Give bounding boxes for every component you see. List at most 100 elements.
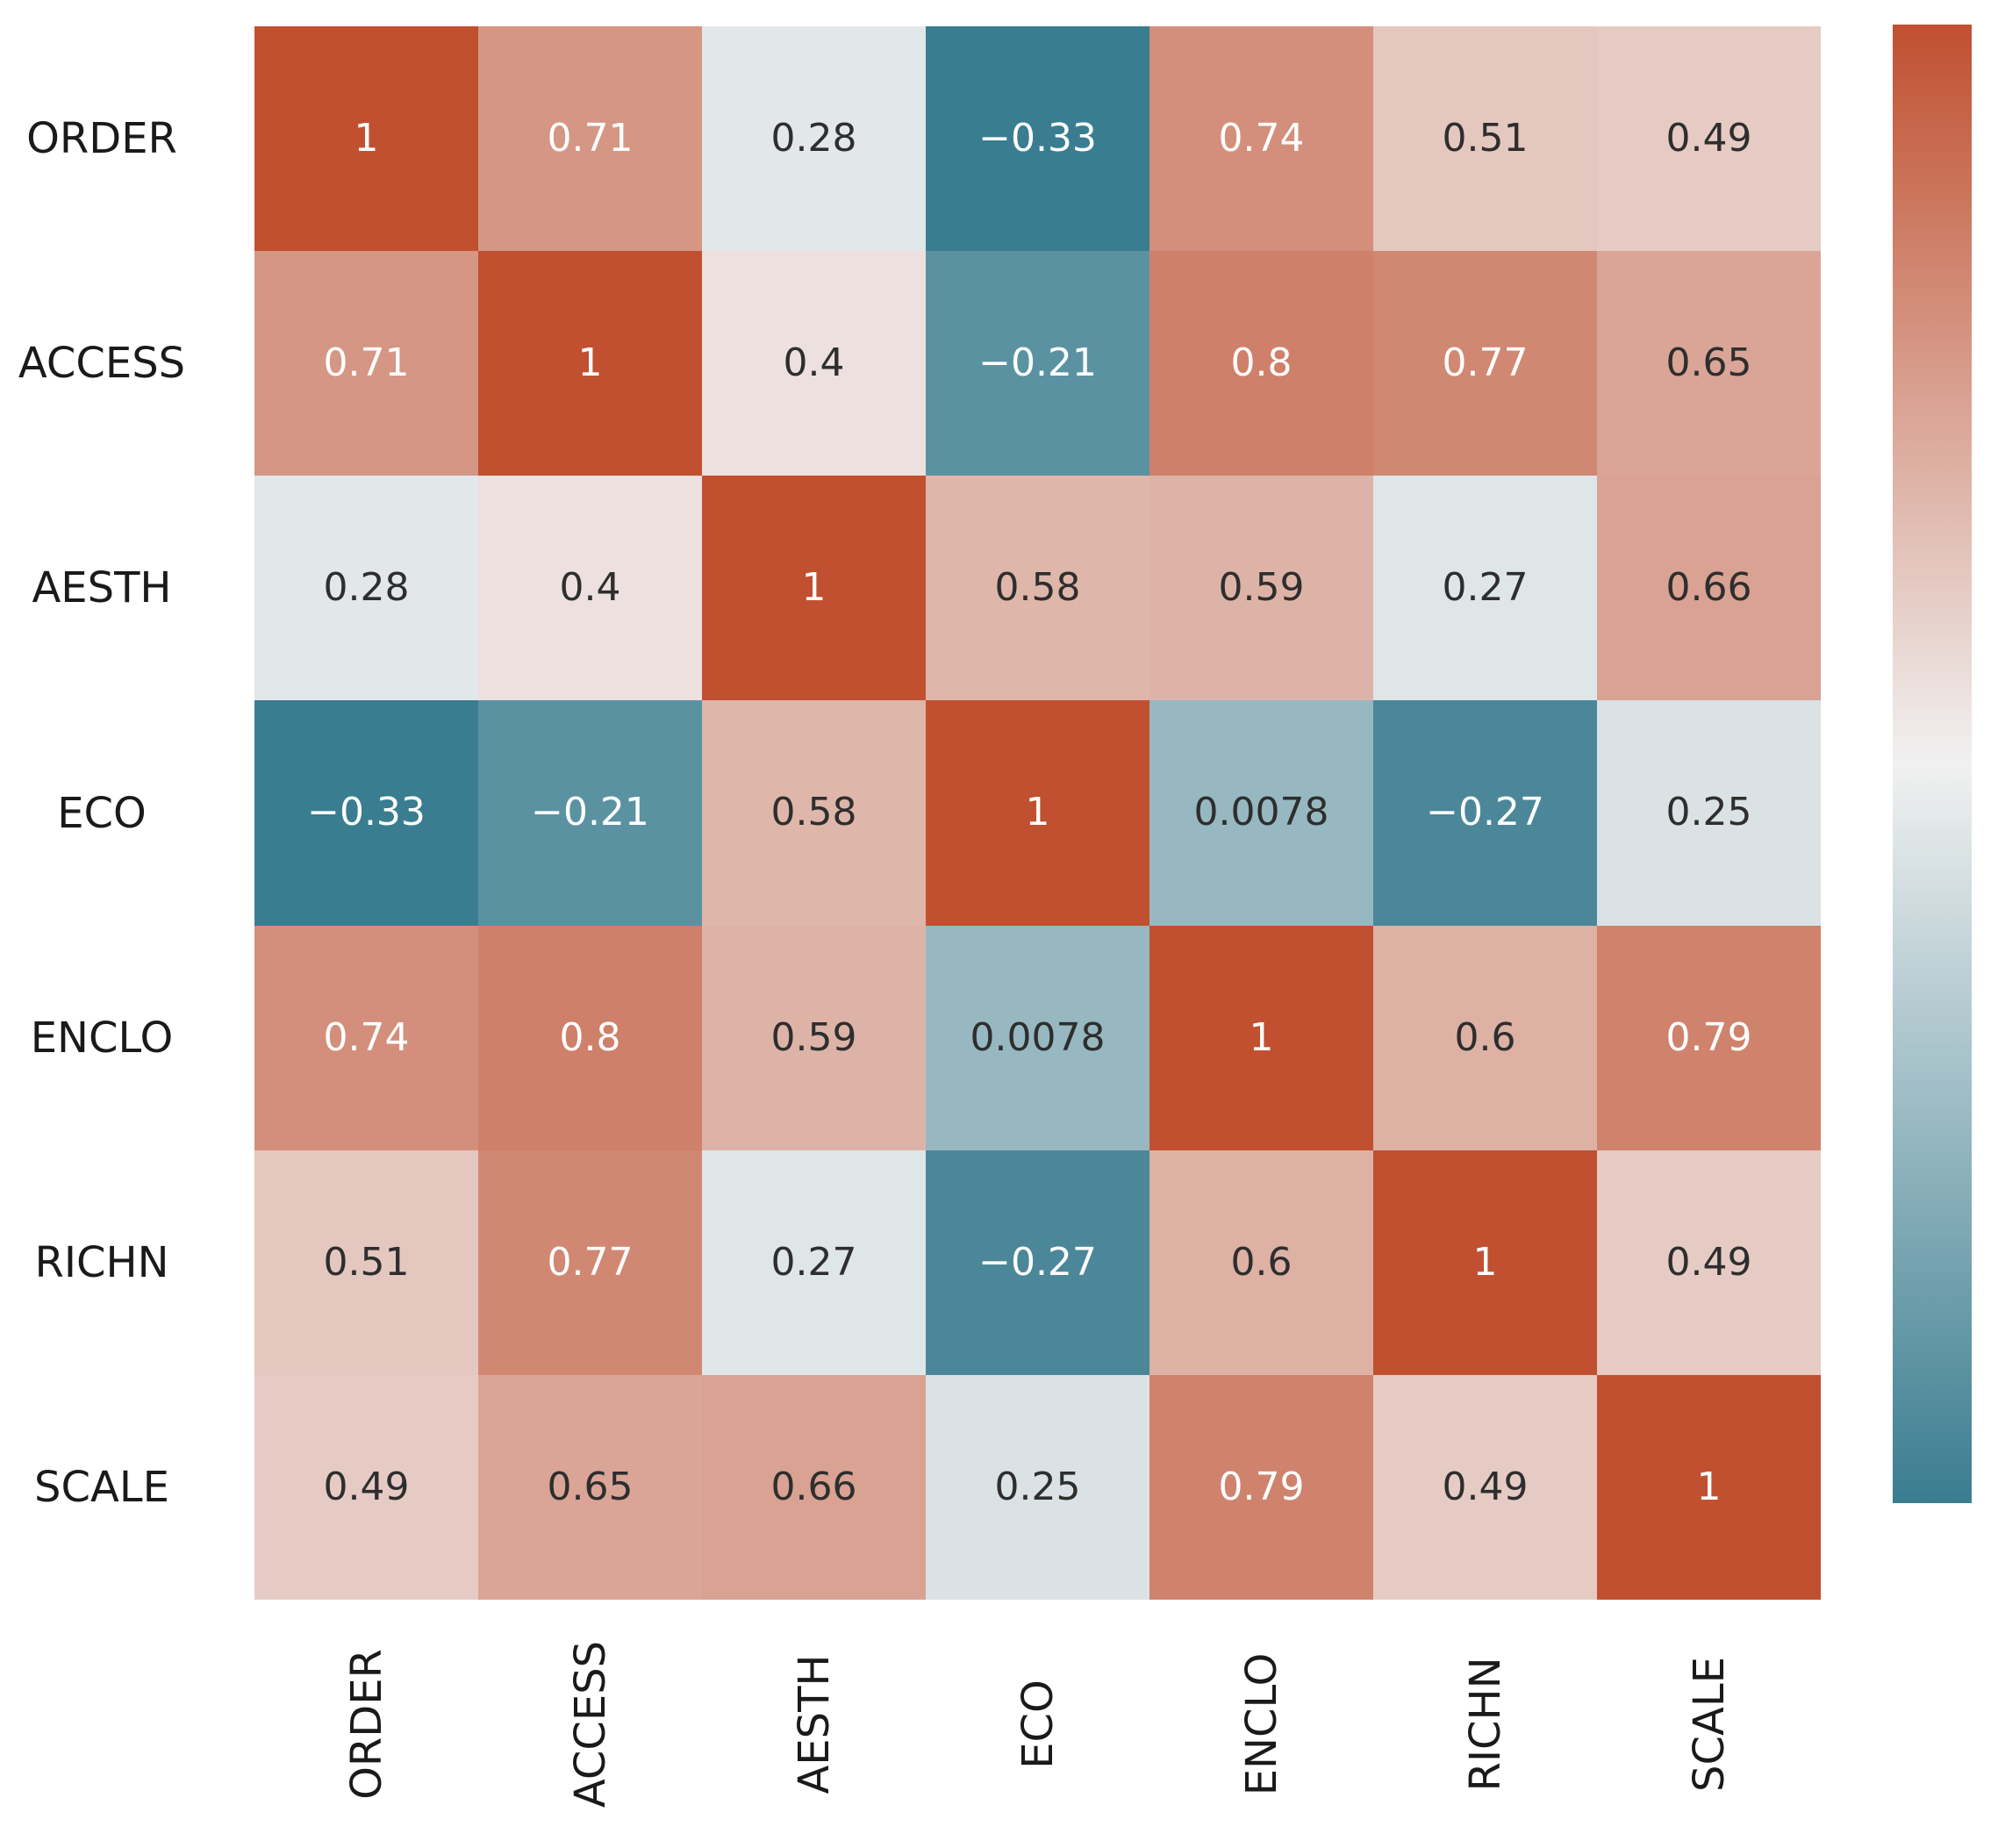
- x-tick-label: ENCLO: [1236, 1652, 1286, 1796]
- colorbar: [1893, 25, 1972, 1503]
- cell-value: 0.51: [323, 1239, 410, 1285]
- cell-value: 0.27: [1442, 565, 1529, 611]
- cell-value: 0.6: [1230, 1239, 1293, 1285]
- heatmap-cell: −0.21: [926, 251, 1149, 476]
- x-tick-label: SCALE: [1684, 1657, 1734, 1792]
- cell-value: −0.27: [1426, 790, 1544, 835]
- heatmap-cell: 0.79: [1597, 925, 1821, 1150]
- heatmap-cell: 0.66: [702, 1374, 926, 1600]
- heatmap-cell: 1: [1149, 925, 1373, 1150]
- cell-value: −0.27: [978, 1239, 1097, 1285]
- heatmap-cell: 0.66: [1597, 476, 1821, 701]
- cell-value: 0.71: [323, 340, 410, 386]
- heatmap-cell: 0.77: [478, 1150, 702, 1375]
- y-tick-label: ACCESS: [18, 339, 186, 389]
- heatmap-cell: 0.71: [254, 251, 478, 476]
- heatmap-cell: 0.25: [1597, 700, 1821, 926]
- cell-value: 1: [1696, 1464, 1722, 1509]
- heatmap-cell: 0.51: [254, 1150, 478, 1375]
- cell-value: 0.65: [1665, 340, 1752, 386]
- cell-value: 0.51: [1442, 116, 1529, 161]
- cell-value: 0.27: [770, 1239, 857, 1285]
- heatmap-cell: 0.27: [1373, 476, 1597, 701]
- x-tick-label: ORDER: [341, 1649, 391, 1800]
- heatmap-cell: 0.58: [702, 700, 926, 926]
- heatmap-cell: −0.27: [1373, 700, 1597, 926]
- cell-value: 0.65: [547, 1464, 634, 1509]
- heatmap-cell: 0.8: [478, 925, 702, 1150]
- heatmap-cell: 1: [926, 700, 1149, 926]
- cell-value: 0.77: [547, 1239, 634, 1285]
- cell-value: 0.25: [1665, 790, 1752, 835]
- heatmap-cell: −0.33: [926, 26, 1149, 252]
- heatmap-cell: 0.59: [702, 925, 926, 1150]
- heatmap-cell: −0.33: [254, 700, 478, 926]
- heatmap-cell: 1: [478, 251, 702, 476]
- heatmap-cell: −0.27: [926, 1150, 1149, 1375]
- cell-value: 0.77: [1442, 340, 1529, 386]
- heatmap-cell: 1: [702, 476, 926, 701]
- heatmap-cell: 1: [254, 26, 478, 252]
- cell-value: 0.49: [1665, 116, 1752, 161]
- cell-value: 0.66: [770, 1464, 857, 1509]
- cell-value: 1: [1025, 790, 1050, 835]
- heatmap-cell: 0.0078: [926, 925, 1149, 1150]
- cell-value: −0.33: [978, 116, 1097, 161]
- y-tick-label: RICHN: [34, 1237, 169, 1287]
- heatmap-cell: 0.6: [1373, 925, 1597, 1150]
- cell-value: 0.0078: [970, 1014, 1106, 1060]
- cell-value: −0.21: [531, 790, 649, 835]
- heatmap-cell: 0.79: [1149, 1374, 1373, 1600]
- y-tick-label: ECO: [57, 788, 147, 838]
- cell-value: 0.0078: [1193, 790, 1329, 835]
- y-tick-label: SCALE: [34, 1462, 169, 1512]
- heatmap-cell: 0.4: [702, 251, 926, 476]
- cell-value: 0.49: [1442, 1464, 1529, 1509]
- heatmap-cell: 0.27: [702, 1150, 926, 1375]
- heatmap-cell: 0.0078: [1149, 700, 1373, 926]
- x-tick-label: AESTH: [789, 1654, 839, 1794]
- heatmap-cell: 0.49: [254, 1374, 478, 1600]
- cell-value: −0.21: [978, 340, 1097, 386]
- cell-value: 0.28: [323, 565, 410, 611]
- heatmap-cell: 0.6: [1149, 1150, 1373, 1375]
- cell-value: 0.8: [559, 1014, 621, 1060]
- cell-value: 0.59: [1218, 565, 1305, 611]
- heatmap-cell: 0.25: [926, 1374, 1149, 1600]
- y-tick-label: ORDER: [26, 114, 177, 164]
- cell-value: 0.49: [323, 1464, 410, 1509]
- cell-value: 0.79: [1665, 1014, 1752, 1060]
- heatmap-grid: 1 0.71 0.28 −0.33 0.74 0.51 0.49 0.71 1 0.4 −0.21 0…: [254, 26, 1821, 1600]
- cell-value: 0.25: [994, 1464, 1081, 1509]
- heatmap-cell: 0.28: [254, 476, 478, 701]
- cell-value: 0.4: [783, 340, 845, 386]
- cell-value: 0.74: [1218, 116, 1305, 161]
- cell-value: 0.49: [1665, 1239, 1752, 1285]
- cell-value: 0.66: [1665, 565, 1752, 611]
- cell-value: 0.58: [770, 790, 857, 835]
- heatmap-cell: 0.28: [702, 26, 926, 252]
- heatmap-cell: 0.49: [1597, 26, 1821, 252]
- cell-value: 1: [354, 116, 379, 161]
- cell-value: 0.4: [559, 565, 621, 611]
- heatmap-cell: −0.21: [478, 700, 702, 926]
- cell-value: 0.74: [323, 1014, 410, 1060]
- heatmap-cell: 0.74: [1149, 26, 1373, 252]
- x-tick-label: RICHN: [1460, 1657, 1510, 1792]
- cell-value: 0.8: [1230, 340, 1293, 386]
- heatmap-cell: 0.8: [1149, 251, 1373, 476]
- x-tick-label: ACCESS: [565, 1640, 615, 1809]
- y-tick-label: ENCLO: [30, 1013, 174, 1063]
- cell-value: 0.71: [547, 116, 634, 161]
- heatmap-cell: 0.71: [478, 26, 702, 252]
- cell-value: 1: [1472, 1239, 1498, 1285]
- heatmap-cell: 0.58: [926, 476, 1149, 701]
- heatmap-cell: 0.51: [1373, 26, 1597, 252]
- cell-value: 0.58: [994, 565, 1081, 611]
- y-tick-label: AESTH: [32, 563, 172, 613]
- heatmap-cell: 1: [1597, 1374, 1821, 1600]
- heatmap-cell: 0.77: [1373, 251, 1597, 476]
- cell-value: 0.79: [1218, 1464, 1305, 1509]
- cell-value: 0.59: [770, 1014, 857, 1060]
